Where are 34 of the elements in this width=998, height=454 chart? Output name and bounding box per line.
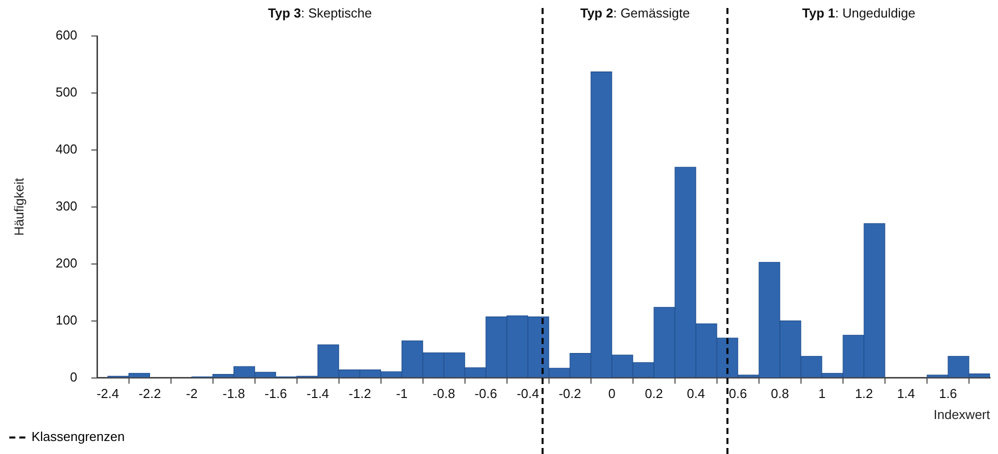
x-tick-label: 1.6 (938, 386, 958, 402)
y-tick-label: 400 (56, 142, 78, 157)
ref-line-label: Klassengrenzen (32, 429, 125, 444)
x-tick-label: -0.6 (474, 386, 498, 402)
x-tick-label: -1.6 (264, 386, 288, 402)
x-tick-label: -2.4 (96, 386, 119, 402)
x-tick-label: 0.8 (770, 386, 789, 402)
x-tick-label: -2.2 (138, 386, 162, 402)
x-tick-label: -1.8 (222, 386, 246, 402)
y-axis-title: Häufigkeit (11, 178, 26, 236)
text: Typ 3: Skeptische (268, 6, 372, 21)
x-tick-label: -1 (396, 386, 408, 402)
x-tick-label: -1.2 (348, 386, 372, 402)
y-tick-label: 0 (70, 369, 78, 384)
x-axis-title: Indexwert (934, 406, 990, 422)
x-tick-label: 1.4 (896, 386, 916, 402)
y-tick-label: 600 (56, 28, 78, 43)
y-tick-label: 200 (56, 255, 78, 270)
x-tick-label: -2 (186, 386, 198, 402)
x-tick-label: 1 (818, 386, 826, 402)
x-tick-label: 1.2 (854, 386, 874, 402)
y-tick-label: 100 (56, 312, 78, 328)
y-tick-label: 500 (56, 84, 78, 100)
x-tick-label: 0 (608, 386, 616, 402)
x-tick-label: -0.4 (516, 386, 540, 402)
y-tick-label: 300 (56, 198, 78, 214)
x-tick-label: 0.6 (728, 386, 747, 402)
x-tick-label: -1.4 (306, 386, 330, 402)
text: Typ 1: Ungeduldige (802, 6, 916, 21)
x-tick-label: -0.2 (558, 386, 582, 402)
x-tick-label: -0.8 (432, 386, 456, 402)
x-tick-label: 0.2 (644, 386, 663, 402)
x-tick-label: 0.4 (686, 386, 705, 402)
text: Typ 2: Gemässigte (580, 6, 690, 21)
